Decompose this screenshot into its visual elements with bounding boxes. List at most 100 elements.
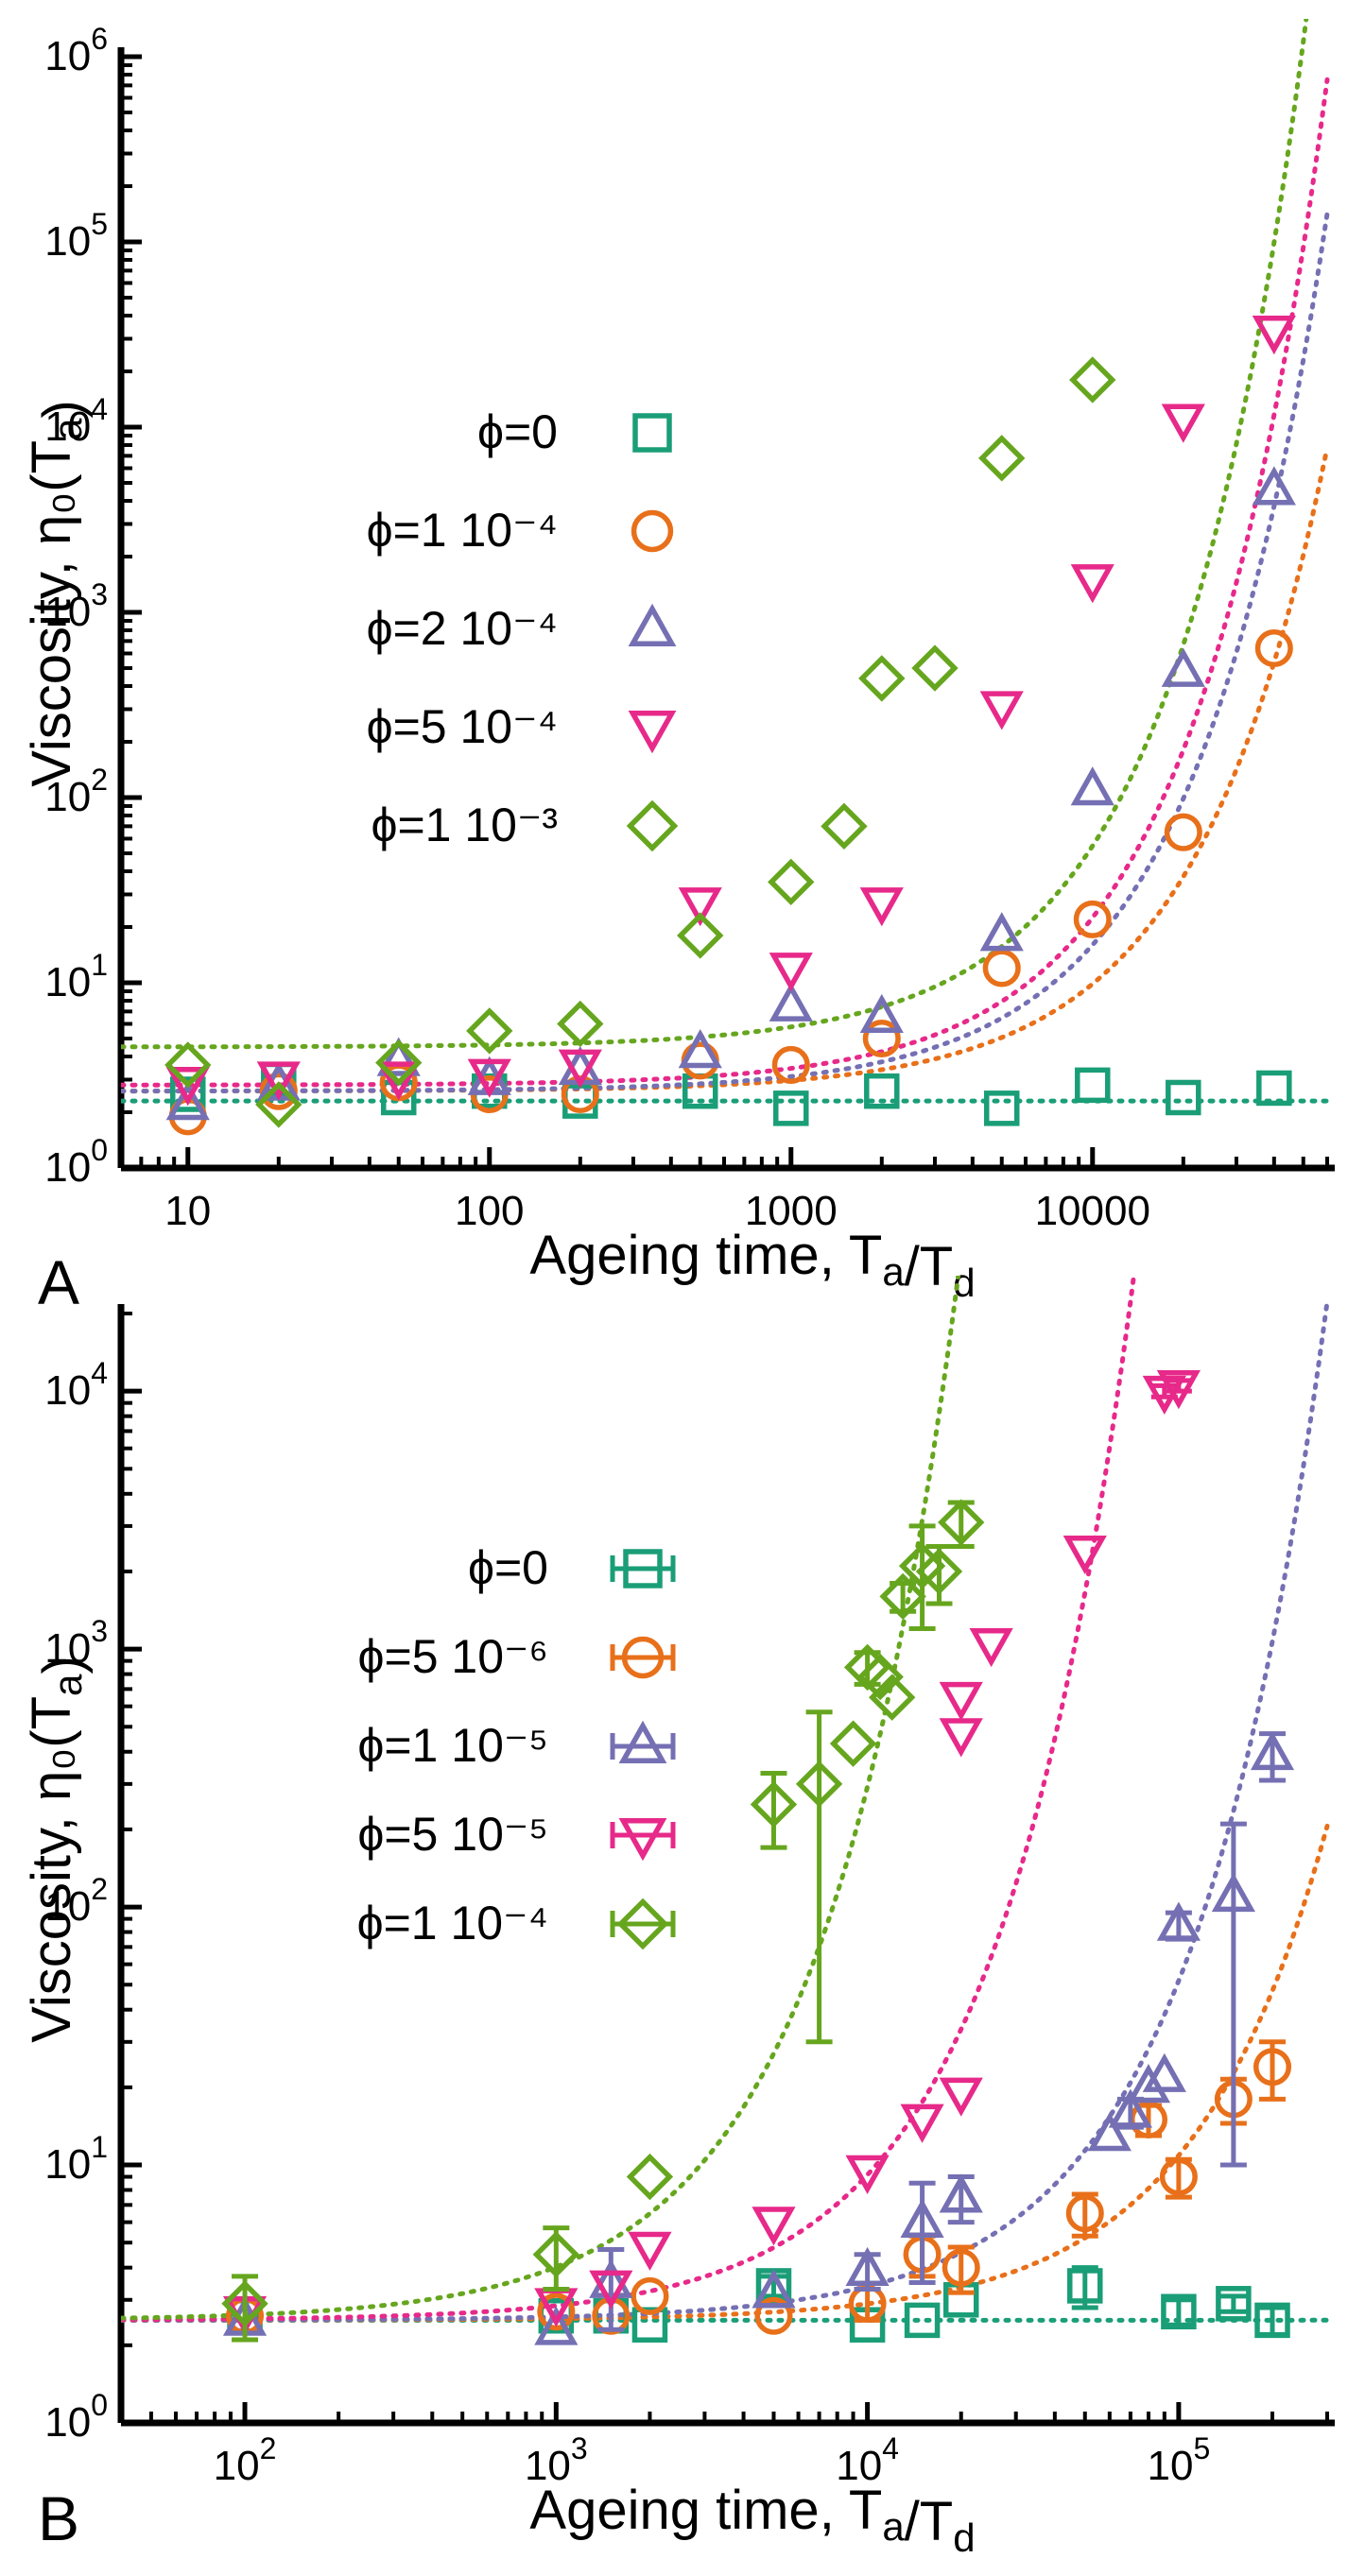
legend-label: ϕ=5 10⁻⁶ xyxy=(358,1630,549,1683)
x-tick-label: 104 xyxy=(836,2431,899,2489)
series-2-1-10 xyxy=(222,1730,1295,2345)
data-point xyxy=(1075,1067,1111,1104)
data-point xyxy=(898,1542,946,1589)
legend-label: ϕ=2 10⁻⁴ xyxy=(367,602,558,655)
data-point xyxy=(900,2198,944,2238)
legend-label: ϕ=1 10⁻⁵ xyxy=(357,1719,548,1772)
data-point xyxy=(628,2231,672,2271)
series-3-5-10 xyxy=(165,316,1296,1107)
data-point xyxy=(900,2104,944,2143)
x-axis-label: Ageing time, Ta/Td xyxy=(529,1225,975,1305)
data-point xyxy=(939,1681,983,1722)
data-point xyxy=(558,1049,602,1089)
legend-label: ϕ=1 10⁻⁴ xyxy=(367,504,558,557)
data-point xyxy=(681,1041,719,1080)
panel-b-chart: 100 101 102 103 104 102 103 104 105 Ageing time, … xyxy=(21,1276,1335,2560)
series-1-1-10 xyxy=(168,628,1293,1136)
data-point xyxy=(821,802,868,850)
legend-marker xyxy=(621,1636,665,1679)
legend-label: ϕ=1 10⁻⁴ xyxy=(357,1897,548,1949)
fit-curve-1-10 xyxy=(121,1299,1330,2323)
data-point xyxy=(1216,2286,1252,2322)
legend-marker xyxy=(628,710,677,754)
legend-marker xyxy=(632,413,672,453)
data-point xyxy=(678,1029,722,1069)
y-tick-label: 101 xyxy=(44,2130,108,2188)
data-point xyxy=(1126,2064,1171,2104)
data-point xyxy=(631,2307,668,2343)
data-point xyxy=(165,1081,210,1121)
x-tick-label: 105 xyxy=(1148,2431,1211,2489)
fit-curve-5-10 xyxy=(121,1823,1330,2323)
data-point xyxy=(256,1061,301,1101)
data-point xyxy=(1211,1872,1255,1913)
y-tick-label: 103 xyxy=(44,1614,108,1672)
legend-marker xyxy=(618,1720,667,1764)
data-point xyxy=(868,1674,916,1721)
data-point xyxy=(769,982,813,1022)
data-point xyxy=(1156,1370,1201,1410)
data-point xyxy=(939,2077,983,2117)
data-point xyxy=(1065,2194,1104,2233)
data-point xyxy=(754,2296,793,2335)
data-point xyxy=(1161,2293,1197,2330)
data-point xyxy=(879,1572,926,1621)
legend-label: ϕ=0 xyxy=(468,1541,548,1594)
data-point xyxy=(1142,2052,1186,2092)
series-4-1-10 xyxy=(221,1499,985,2343)
data-point xyxy=(845,2246,890,2287)
data-point xyxy=(979,912,1024,952)
data-point xyxy=(1254,2302,1290,2339)
y-tick-label: 101 xyxy=(44,948,108,1005)
data-point xyxy=(1063,1535,1107,1575)
data-point xyxy=(376,1061,421,1101)
data-point xyxy=(1164,813,1202,851)
y-tick-label: 105 xyxy=(44,207,108,265)
data-point xyxy=(1166,1079,1201,1116)
data-point xyxy=(862,1019,901,1058)
fit-curve-5-10 xyxy=(121,1276,1136,2323)
panel-a-chart: 100 101 102 103 104 105 106 10 100 1000 10000 Agein… xyxy=(21,19,1335,1305)
series-3-5-10 xyxy=(222,1370,1201,2336)
fit-curve-5-10 xyxy=(121,77,1330,1088)
series-0-0 xyxy=(170,1061,1292,1126)
data-point xyxy=(1256,1070,1292,1107)
data-point xyxy=(557,1000,604,1048)
data-point xyxy=(859,993,904,1034)
data-point xyxy=(969,1627,1013,1668)
y-tick-label: 102 xyxy=(44,1872,108,1930)
legend-marker xyxy=(628,603,677,647)
data-point xyxy=(939,1718,983,1758)
data-point xyxy=(1254,628,1293,668)
x-tick-label: 1000 xyxy=(745,1188,838,1234)
data-point xyxy=(677,912,724,959)
x-tick-label: 10 xyxy=(164,1188,211,1234)
panel-label-a: A xyxy=(38,1247,79,1317)
data-point xyxy=(1070,564,1114,604)
data-point xyxy=(164,1041,212,1089)
data-point xyxy=(678,887,722,927)
data-point xyxy=(534,2306,579,2345)
legend-label: ϕ=5 10⁻⁴ xyxy=(367,700,558,753)
data-point xyxy=(1108,2088,1152,2128)
panel-label-b: B xyxy=(38,2483,79,2553)
fit-curve-1-10 xyxy=(121,19,1309,1050)
data-point xyxy=(631,2276,669,2315)
data-point xyxy=(1087,2112,1132,2152)
legend-marker xyxy=(631,509,674,553)
data-point xyxy=(939,2173,983,2213)
y-tick-label: 100 xyxy=(44,2388,108,2446)
data-point xyxy=(983,1091,1020,1126)
data-point xyxy=(1253,2048,1292,2087)
data-point xyxy=(170,1076,206,1112)
data-point xyxy=(904,2302,941,2339)
data-point xyxy=(773,1091,809,1126)
data-point xyxy=(845,2155,890,2194)
y-tick-label: 103 xyxy=(44,577,108,635)
data-point xyxy=(752,2207,796,2246)
data-point xyxy=(1067,2268,1103,2304)
data-point xyxy=(1156,1901,1201,1941)
data-point xyxy=(750,1780,798,1829)
legend-label: ϕ=0 xyxy=(477,405,558,458)
